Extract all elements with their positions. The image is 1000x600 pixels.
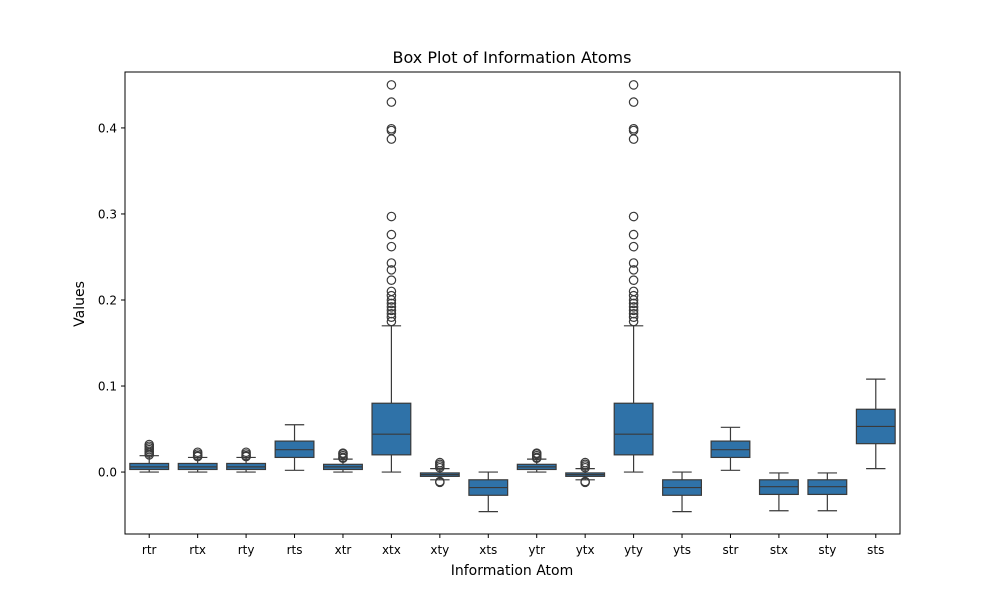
outlier-point [386,312,397,322]
outlier-point [386,286,397,297]
x-tick-label: sts [867,543,884,557]
y-tick-label: 0.3 [98,207,117,221]
outlier-point [241,447,251,458]
box-rty [226,447,267,473]
outlier-point [580,457,590,468]
box-xtx [371,80,412,473]
box-xtr [322,448,363,473]
x-axis-label: Information Atom [451,563,574,579]
outlier-point [435,457,445,468]
outlier-point [628,308,639,319]
outlier-point [386,97,397,107]
x-tick-label: rtx [189,543,206,557]
x-tick-label: stx [770,543,788,557]
x-tick-label: xtx [382,543,401,557]
outlier-point [531,448,542,458]
boxes-layer [129,80,896,513]
outlier-point [386,265,397,275]
axis-ticks: 0.0 0.1 0.2 0.3 0.4 rtr rtx rty rts xtr xtx xty xts y… [98,121,884,557]
outlier-point [628,305,639,316]
outlier-point [338,448,348,458]
y-tick-label: 0.0 [98,466,117,480]
outlier-point [628,302,639,312]
box-rts [274,424,315,471]
y-tick-label: 0.4 [98,121,117,135]
outlier-point [386,123,397,134]
outlier-point [435,477,445,488]
outlier-point [144,439,155,450]
outlier-point [628,258,639,268]
y-tick-label: 0.1 [98,380,117,394]
outlier-point [386,305,397,316]
chart-title: Box Plot of Information Atoms [393,48,632,67]
outlier-point [628,97,639,107]
y-tick-label: 0.2 [98,293,117,307]
outlier-point [580,477,590,488]
outlier-point [628,80,639,90]
outlier-point [386,241,397,252]
outlier-point [628,290,639,301]
box-stx [758,472,799,512]
outlier-point [386,308,397,319]
x-tick-label: yty [624,543,643,557]
x-tick-label: rts [287,543,303,557]
box-xty [419,457,460,488]
outlier-point [386,229,397,240]
box-ytr [516,448,557,473]
outlier-point [628,312,639,322]
box-xts [468,471,509,513]
x-tick-label: xty [430,543,449,557]
box-sts [855,378,896,470]
box-iqr [613,402,654,456]
outlier-point [628,123,639,134]
box-ytx [565,457,606,488]
x-tick-label: rtr [142,543,157,557]
outlier-point [386,80,397,90]
x-tick-label: ytr [528,543,545,557]
box-yty [613,80,654,473]
outlier-point [628,316,639,327]
x-tick-label: ytx [576,543,595,557]
outlier-point [628,241,639,252]
outlier-point [386,302,397,312]
x-tick-label: str [723,543,739,557]
box-rtx [177,447,218,473]
outlier-point [628,265,639,275]
outlier-point [386,275,397,286]
outlier-point [386,298,397,309]
box-iqr [371,402,412,456]
outlier-point [628,275,639,286]
box-rtr [129,439,170,473]
outlier-point [628,298,639,309]
x-tick-label: yts [673,543,691,557]
x-tick-label: rty [238,543,255,557]
x-tick-label: sty [818,543,836,557]
box-str [710,426,751,471]
box-sty [807,472,848,512]
outlier-point [628,286,639,297]
box-yts [662,471,703,513]
outlier-point [386,316,397,327]
x-tick-label: xtr [335,543,352,557]
outlier-point [628,229,639,240]
outlier-point [386,211,397,222]
outlier-point [192,447,203,458]
plot-area-frame [124,71,901,535]
outlier-point [386,258,397,268]
x-tick-label: xts [479,543,497,557]
outlier-point [386,290,397,301]
outlier-point [628,211,639,222]
y-axis-label: Values [72,281,88,327]
